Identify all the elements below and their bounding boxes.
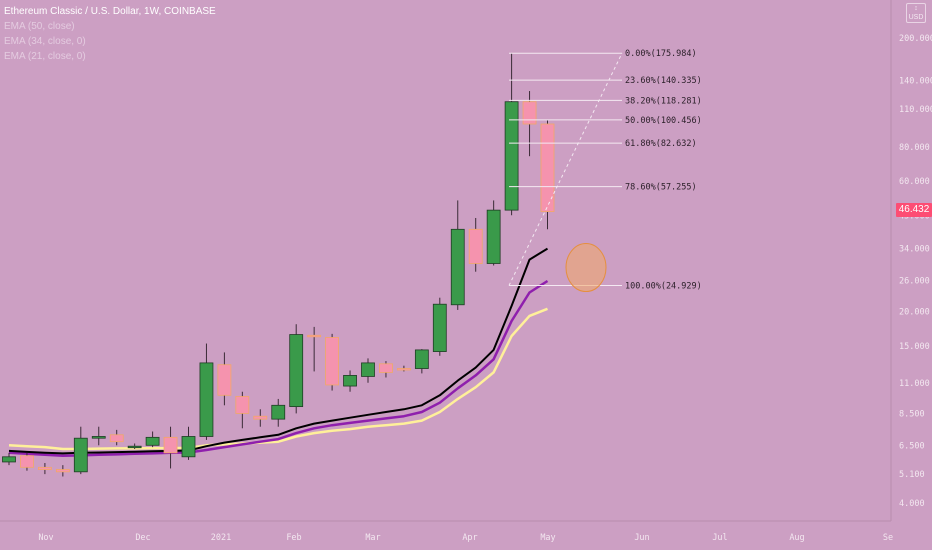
time-tick-label: Feb	[286, 533, 301, 543]
symbol-title[interactable]: Ethereum Classic / U.S. Dollar, 1W, COIN…	[4, 6, 216, 17]
price-tick-label: 8.500	[899, 409, 925, 419]
candle-body	[504, 101, 519, 211]
time-tick-label: Dec	[135, 533, 150, 543]
candle-body	[163, 436, 178, 454]
candle-body	[379, 363, 393, 373]
candle-body	[217, 364, 232, 396]
candle-body	[199, 362, 214, 437]
candle-body	[271, 404, 286, 420]
chart-legend: Ethereum Classic / U.S. Dollar, 1W, COIN…	[4, 4, 216, 64]
price-tick-label: 80.000	[899, 143, 930, 153]
candle-body	[289, 334, 304, 408]
candle-body	[540, 123, 555, 212]
fib-level-label: 23.60%(140.335)	[625, 76, 702, 86]
ema-21-line	[8, 307, 548, 451]
candle-body	[235, 396, 250, 414]
price-tick-label: 20.000	[899, 308, 930, 318]
price-tick-label: 110.000	[899, 105, 932, 115]
time-tick-label: May	[540, 533, 555, 543]
currency-toggle-button[interactable]: ↕ USD	[906, 3, 926, 23]
candle-body	[73, 437, 88, 473]
candle-body	[91, 436, 106, 439]
candle-body	[253, 415, 268, 420]
time-tick-label: 2021	[211, 533, 231, 543]
ema-lines	[8, 247, 549, 458]
candle-body	[2, 456, 16, 463]
time-tick-label: Apr	[462, 533, 477, 543]
last-price-badge: 46.432	[896, 203, 932, 217]
time-tick-label: Mar	[365, 533, 380, 543]
candle-body	[109, 434, 124, 443]
price-tick-label: 34.000	[899, 245, 930, 255]
legend-ema-21[interactable]: EMA (21, close, 0)	[4, 51, 86, 62]
candle-body	[522, 101, 537, 125]
price-tick-label: 26.000	[899, 277, 930, 287]
time-tick-label: Jul	[712, 533, 727, 543]
candle-body	[468, 228, 483, 264]
highlight-ellipse	[565, 243, 607, 293]
ema-34-line	[8, 279, 549, 458]
fibonacci-retracement[interactable]: 0.00%(175.984) 23.60%(140.335) 38.20%(118.…	[508, 49, 702, 293]
fib-level-label: 50.00%(100.456)	[625, 116, 702, 126]
price-tick-label: 15.000	[899, 342, 930, 352]
candle-body	[432, 303, 447, 352]
candle-body	[486, 209, 501, 264]
currency-label: USD	[908, 14, 924, 21]
candle-body	[38, 466, 52, 470]
candle-body	[450, 228, 465, 306]
price-tick-label: 200.000	[899, 34, 932, 44]
candle-body	[396, 368, 411, 371]
time-tick-label: Jun	[634, 533, 649, 543]
fib-level-label: 61.80%(82.632)	[625, 139, 697, 149]
price-tick-label: 6.500	[899, 441, 925, 451]
legend-ema-50[interactable]: EMA (50, close)	[4, 21, 75, 32]
price-tick-label: 140.000	[899, 76, 932, 86]
price-tick-label: 4.000	[899, 499, 925, 509]
ema-50-line	[8, 247, 549, 455]
candle-body	[361, 362, 375, 377]
candle-body	[307, 334, 322, 338]
candle-body	[325, 337, 340, 386]
fib-level-label: 100.00%(24.929)	[625, 282, 702, 292]
legend-ema-34[interactable]: EMA (34, close, 0)	[4, 36, 86, 47]
price-tick-label: 60.000	[899, 177, 930, 187]
candle-body	[55, 469, 70, 473]
fib-level-label: 0.00%(175.984)	[625, 49, 697, 59]
candles	[2, 53, 555, 477]
candle-body	[127, 445, 142, 449]
time-tick-label: Nov	[38, 533, 53, 543]
scale-arrows-icon: ↕	[914, 5, 918, 12]
price-tick-label: 11.000	[899, 379, 930, 389]
time-tick-label: Se	[883, 533, 893, 543]
candle-body	[20, 455, 34, 468]
fib-trend-line	[508, 52, 623, 286]
candle-body	[414, 349, 429, 369]
price-tick-label: 5.100	[899, 470, 925, 480]
time-tick-label: Aug	[789, 533, 804, 543]
candle-body	[181, 436, 196, 458]
fib-level-label: 38.20%(118.281)	[625, 96, 702, 106]
fib-level-label: 78.60%(57.255)	[625, 183, 697, 193]
candle-body	[145, 436, 160, 446]
candle-body	[343, 375, 357, 387]
